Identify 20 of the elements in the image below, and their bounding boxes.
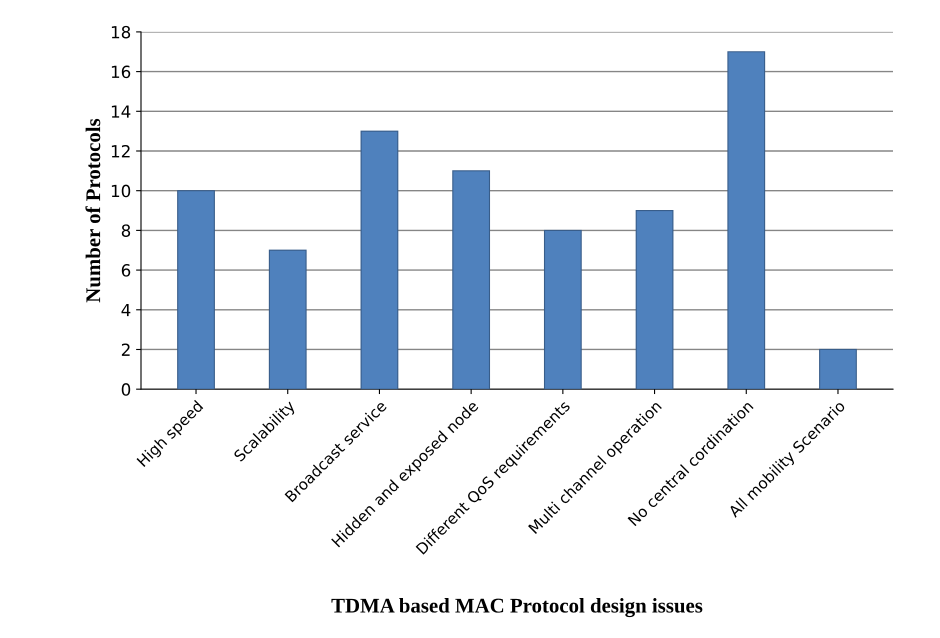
y-tick-label: 4 <box>121 304 130 316</box>
x-axis-title: TDMA based MAC Protocol design issues <box>331 598 702 618</box>
y-tick-label: 18 <box>112 26 130 38</box>
y-tick-label: 6 <box>122 264 130 277</box>
y-axis-title: Number of Protocols <box>85 118 100 302</box>
y-tick-label: 12 <box>112 144 130 158</box>
y-tick-label: 16 <box>112 66 130 78</box>
y-tick-label: 0 <box>122 383 130 396</box>
y-tick-label: 2 <box>122 343 130 356</box>
y-tick-label: 14 <box>112 105 130 118</box>
y-tick-label: 8 <box>122 224 130 237</box>
bar <box>452 170 490 390</box>
bar <box>636 210 674 390</box>
bar <box>727 51 766 390</box>
bar <box>819 348 857 390</box>
bar <box>544 230 582 390</box>
bar <box>268 250 307 390</box>
y-tick-label: 10 <box>112 184 130 198</box>
bar <box>177 190 215 390</box>
bar <box>360 130 398 390</box>
